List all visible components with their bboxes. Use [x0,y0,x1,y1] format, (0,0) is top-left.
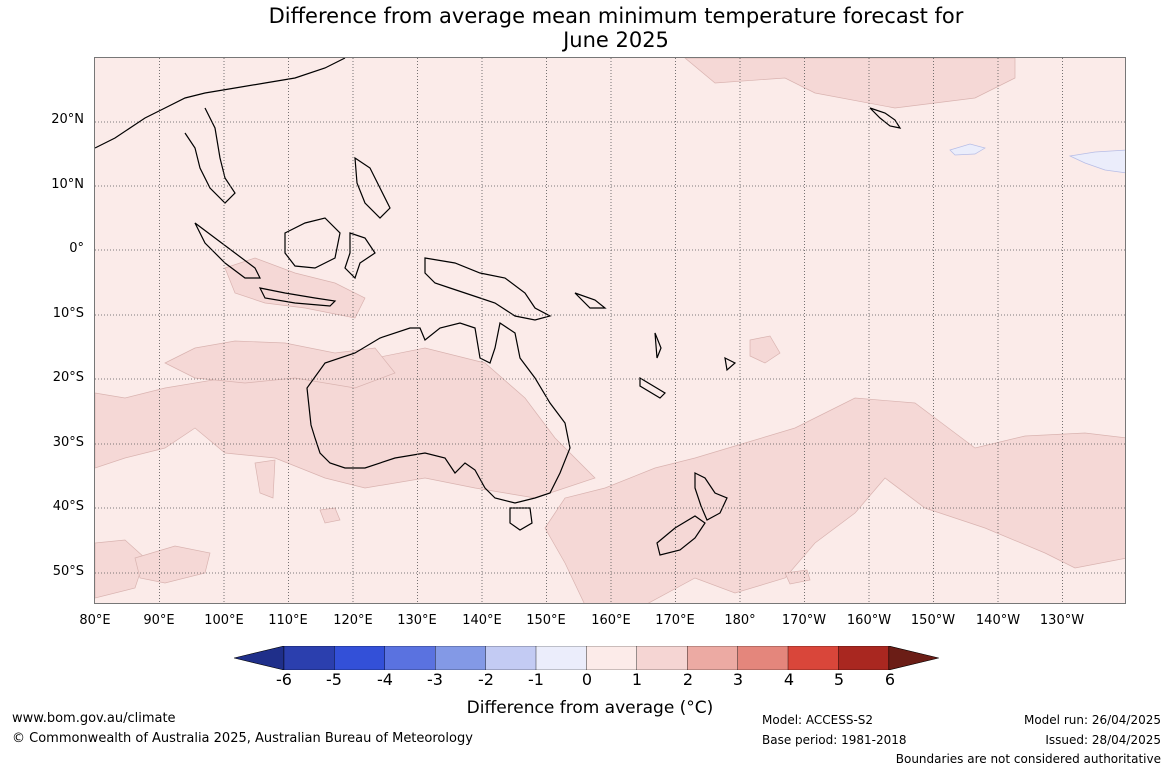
issued-text: Issued: 28/04/2025 [1045,733,1161,747]
new-caledonia-coast [639,376,666,399]
lon-label-140w: 140°W [975,613,1021,628]
lat-label-10n: 10°N [51,177,84,192]
lon-label-180: 180° [724,613,756,628]
lon-label-80e: 80°E [79,613,111,628]
colorbar-segment [636,646,688,670]
lon-label-140e: 140°E [462,613,502,628]
java-coast [258,287,337,307]
model-run-text: Model run: 26/04/2025 [1023,713,1161,727]
lon-label-130w: 130°W [1039,613,1085,628]
philippines-coast [354,156,391,219]
map-title: Difference from average mean minimum tem… [0,4,1173,52]
coastlines [95,58,902,556]
colorbar-tick: -1 [528,670,544,689]
cool-anomaly-patches [949,143,1125,174]
lon-label-120e: 120°E [333,613,373,628]
sulawesi-coast [344,232,376,280]
colorbar-segment [434,646,487,670]
patch-small-south [784,569,811,585]
colorbar-tick: 6 [884,670,896,689]
base-period-text: Base period: 1981-2018 [762,733,907,747]
lon-label-130e: 130°E [397,613,437,628]
patch-indian-sw-tip [254,459,276,499]
new-zealand-south [656,515,706,556]
australia-coast [306,322,571,504]
title-line-2: June 2025 [563,28,669,52]
colorbar-segment [535,646,588,670]
sumatra-coast [194,222,261,279]
patch-small-sw [319,507,341,524]
patch-west-pacific-north [684,58,1016,109]
lon-label-170e: 170°E [655,613,695,628]
colorbar-segment [737,646,789,670]
mainland-asia-coast [95,58,346,204]
lat-label-10s: 10°S [52,306,84,321]
colorbar-segment [283,646,336,670]
new-zealand-north [694,472,728,521]
colorbar-tick: 3 [732,670,744,689]
lon-label-170w: 170°W [781,613,827,628]
lat-label-0: 0° [69,241,84,256]
model-text: Model: ACCESS-S2 [762,713,874,727]
colorbar-tick: -6 [276,670,292,689]
colorbar-tick: 0 [581,670,593,689]
colorbar-segment [485,646,537,670]
colorbar-segment [687,646,739,670]
title-line-1: Difference from average mean minimum tem… [268,4,964,28]
colorbar-label: Difference from average (°C) [466,698,714,718]
lon-label-160w: 160°W [846,613,892,628]
patch-fiji-small [749,335,781,364]
colorbar-segment [334,646,386,670]
lon-label-150e: 150°E [526,613,566,628]
disclaimer-text: Boundaries are not considered authoritat… [895,752,1161,766]
colorbar-tick: -4 [377,670,393,689]
colorbar-tick: -3 [427,670,443,689]
copyright-text: © Commonwealth of Australia 2025, Austra… [12,731,473,746]
lat-label-30s: 30°S [52,435,84,450]
new-guinea-coast [424,257,552,321]
borneo-coast [284,217,341,269]
lon-label-100e: 100°E [204,613,244,628]
colorbar-tick: 2 [682,670,694,689]
lat-label-20n: 20°N [51,112,84,127]
graticule [95,58,1125,603]
patch-east-pacific [1068,149,1125,174]
colorbar-tick: 1 [631,670,643,689]
colorbar-tick: 5 [833,670,845,689]
colorbar-segment [838,646,890,670]
patch-timor-sea [224,257,366,319]
colorbar-extend-low [234,646,285,670]
website-link[interactable]: www.bom.gov.au/climate [12,711,176,726]
lon-label-150w: 150°W [910,613,956,628]
patch-south-australia [95,347,596,499]
tasmania-coast [509,507,533,531]
vanuatu-coast [654,332,662,359]
colorbar-segments [234,646,939,670]
colorbar-extend-high [888,646,939,670]
lat-label-50s: 50°S [52,564,84,579]
lon-label-160e: 160°E [591,613,631,628]
colorbar-tick: -5 [326,670,342,689]
colorbar [234,646,939,670]
map-canvas [95,58,1125,603]
warm-anomaly-patches [95,58,1125,603]
lat-label-20s: 20°S [52,370,84,385]
patch-east-australia-tasman [544,397,1125,603]
patch-indian-ocean-west [164,340,396,389]
fiji-coast [724,356,737,372]
colorbar-segment [787,646,840,670]
lon-label-90e: 90°E [143,613,175,628]
forecast-map[interactable] [94,57,1126,604]
patch-hawaii-east [949,143,986,156]
lon-label-110e: 110°E [268,613,308,628]
colorbar-tick: 4 [783,670,795,689]
lat-label-40s: 40°S [52,499,84,514]
solomons-coast [574,292,607,309]
hawaii-coast [869,107,902,129]
colorbar-segment [586,646,638,670]
colorbar-tick: -2 [478,670,494,689]
colorbar-segment [384,646,436,670]
patch-south-indian-2 [134,545,211,584]
